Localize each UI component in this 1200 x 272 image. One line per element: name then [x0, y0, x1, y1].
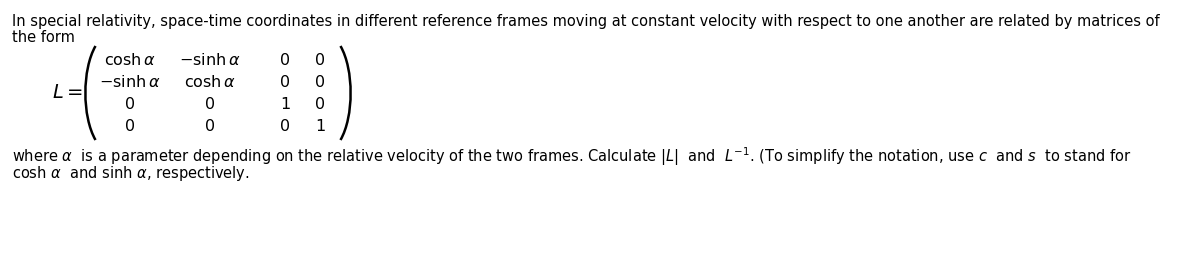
Text: where $\alpha$  is a parameter depending on the relative velocity of the two fra: where $\alpha$ is a parameter depending …	[12, 145, 1132, 168]
Text: $1$: $1$	[314, 118, 325, 134]
Text: $0$: $0$	[204, 118, 216, 134]
Text: $0$: $0$	[204, 96, 216, 112]
Text: In special relativity, space-time coordinates in different reference frames movi: In special relativity, space-time coordi…	[12, 14, 1159, 29]
Text: the form: the form	[12, 30, 74, 45]
Text: $0$: $0$	[314, 52, 325, 68]
Text: $0$: $0$	[125, 118, 136, 134]
Text: $0$: $0$	[125, 96, 136, 112]
Text: $-\sinh\alpha$: $-\sinh\alpha$	[100, 74, 161, 90]
Text: $L=$: $L=$	[52, 84, 83, 103]
Text: $\cosh\alpha$: $\cosh\alpha$	[184, 74, 236, 90]
Text: $0$: $0$	[314, 96, 325, 112]
Text: cosh $\alpha$  and sinh $\alpha$, respectively.: cosh $\alpha$ and sinh $\alpha$, respect…	[12, 164, 250, 183]
Text: $-\sinh\alpha$: $-\sinh\alpha$	[179, 52, 241, 68]
Text: $0$: $0$	[280, 52, 290, 68]
Text: $0$: $0$	[280, 74, 290, 90]
Text: $1$: $1$	[280, 96, 290, 112]
Text: $0$: $0$	[280, 118, 290, 134]
Text: $\cosh\alpha$: $\cosh\alpha$	[104, 52, 156, 68]
Text: $0$: $0$	[314, 74, 325, 90]
